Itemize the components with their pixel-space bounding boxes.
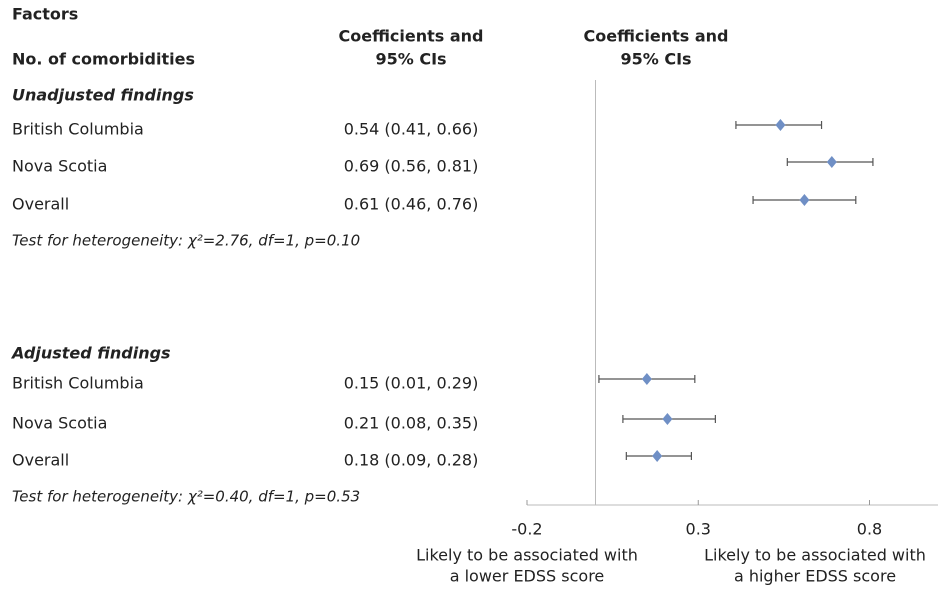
row-label: British Columbia [12, 374, 144, 393]
value-label: 0.54 (0.41, 0.66) [344, 120, 479, 139]
value-label: 0.69 (0.56, 0.81) [344, 157, 479, 176]
higher-label: Likely to be associated with [704, 546, 926, 565]
point-estimate [799, 194, 810, 206]
row-label: Overall [12, 195, 69, 214]
x-tick-label: 0.8 [857, 520, 882, 539]
column-header: 95% CIs [375, 50, 446, 69]
point-estimate [826, 156, 837, 168]
section-title: Unadjusted findings [12, 86, 194, 105]
point-estimate [641, 373, 652, 385]
row-label: British Columbia [12, 120, 144, 139]
x-tick-label: -0.2 [511, 520, 542, 539]
value-label: 0.61 (0.46, 0.76) [344, 195, 479, 214]
row-label: Nova Scotia [12, 157, 107, 176]
higher-label: a higher EDSS score [734, 567, 896, 586]
value-label: 0.18 (0.09, 0.28) [344, 451, 479, 470]
value-label: 0.21 (0.08, 0.35) [344, 414, 479, 433]
x-tick-label: 0.3 [686, 520, 711, 539]
plot-header: 95% CIs [620, 50, 691, 69]
title: Factors [12, 5, 78, 24]
point-estimate [652, 450, 663, 462]
point-estimate [662, 413, 673, 425]
section-title: Adjusted findings [10, 344, 171, 363]
plot-header: Coefficients and [583, 27, 728, 46]
point-estimate [775, 119, 786, 131]
lower-label: a lower EDSS score [450, 567, 605, 586]
heterogeneity-note: Test for heterogeneity: χ²=0.40, df=1, p… [12, 488, 360, 506]
row-header: No. of comorbidities [12, 50, 195, 69]
row-label: Nova Scotia [12, 414, 107, 433]
row-label: Overall [12, 451, 69, 470]
heterogeneity-note: Test for heterogeneity: χ²=2.76, df=1, p… [12, 232, 360, 250]
column-header: Coefficients and [338, 27, 483, 46]
lower-label: Likely to be associated with [416, 546, 638, 565]
value-label: 0.15 (0.01, 0.29) [344, 374, 479, 393]
